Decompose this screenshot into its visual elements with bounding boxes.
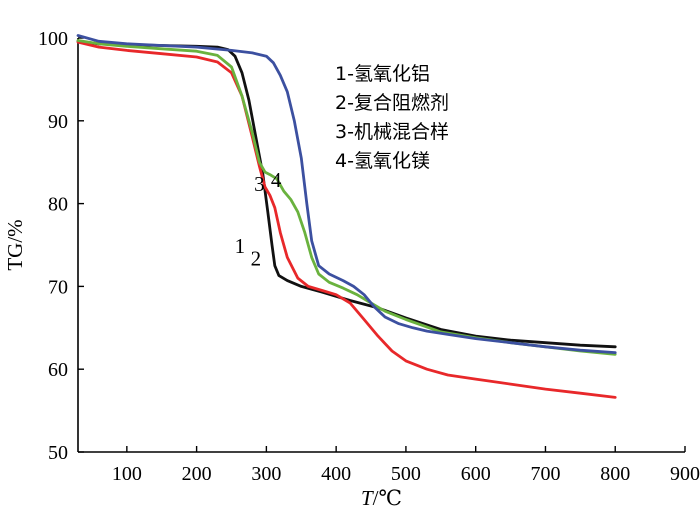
curve-label-2: 2 (251, 247, 262, 271)
legend-entry-3: 3-机械混合样 (335, 121, 449, 143)
y-tick-label: 70 (48, 276, 68, 298)
curve-labels: 12 3 4 (235, 168, 282, 271)
curve-label-1: 1 (235, 234, 246, 258)
y-axis-title: TG/% (3, 219, 27, 270)
y-tick-label: 80 (48, 194, 68, 216)
x-tick-label: 700 (530, 463, 560, 485)
series-line-2 (76, 40, 617, 399)
axes: 100 200 300 400 500 600 700 800 900 50 60 70 80 90 100 (38, 28, 700, 485)
legend: 1-氢氧化铝 2-复合阻燃剂 3-机械混合样 4-氢氧化镁 (335, 63, 449, 172)
y-tick-label: 100 (38, 28, 68, 50)
legend-entry-4: 4-氢氧化镁 (335, 150, 430, 172)
x-tick-label: 400 (321, 463, 351, 485)
x-tick-label: 100 (112, 463, 142, 485)
x-tick-label: 300 (251, 463, 281, 485)
curve-label-3: 3 (254, 172, 265, 196)
x-tick-label: 800 (600, 463, 630, 485)
series-line-4 (76, 34, 617, 354)
x-tick-label: 600 (461, 463, 491, 485)
y-tick-label: 60 (48, 359, 68, 381)
y-tick-label: 90 (48, 111, 68, 133)
legend-entry-1: 1-氢氧化铝 (335, 63, 430, 85)
series-lines (76, 34, 617, 399)
x-axis-title: T/℃ (361, 486, 402, 510)
x-tick-label: 500 (391, 463, 421, 485)
x-tick-label: 900 (670, 463, 700, 485)
y-tick-label: 50 (48, 442, 68, 464)
x-tick-label: 200 (182, 463, 212, 485)
curve-label-4: 4 (271, 168, 282, 192)
series-line-3 (76, 39, 617, 356)
legend-entry-2: 2-复合阻燃剂 (335, 92, 449, 114)
